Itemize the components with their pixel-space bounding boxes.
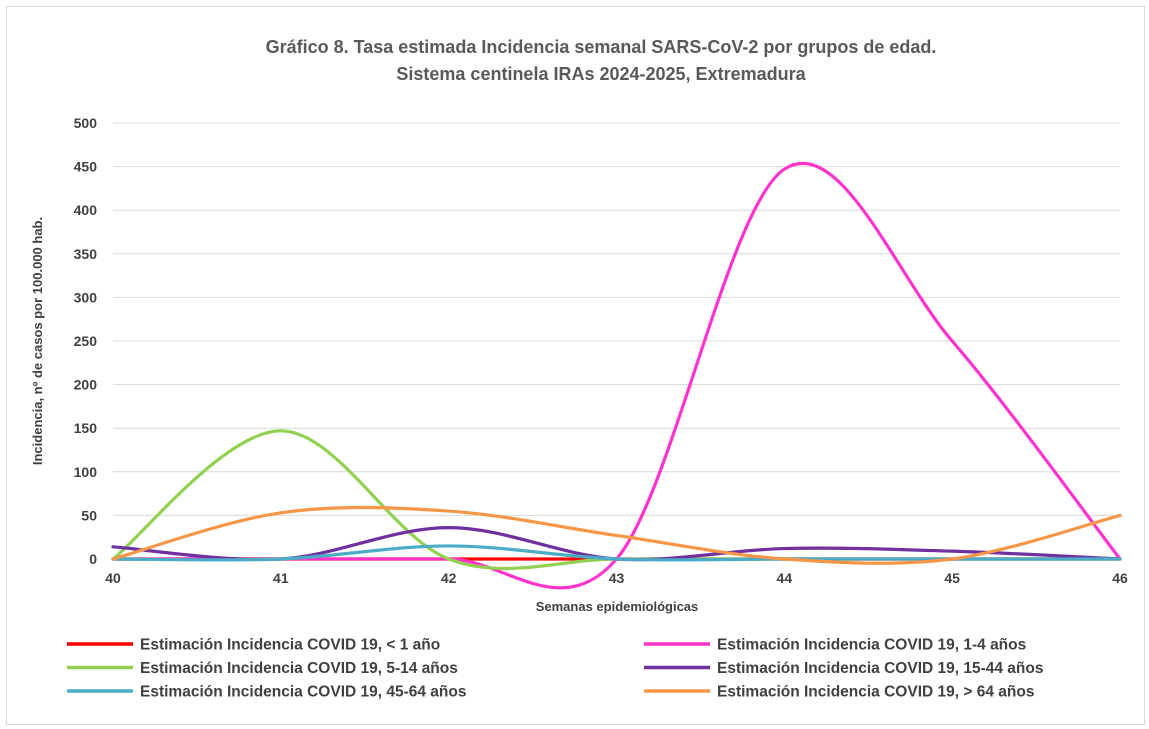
- gridlines: [113, 122, 1120, 560]
- line-chart: Gráfico 8. Tasa estimada Incidencia sema…: [30, 37, 1128, 701]
- chart-subtitle: Sistema centinela IRAs 2024-2025, Extrem…: [396, 64, 806, 84]
- x-tick-label: 41: [273, 570, 289, 586]
- y-tick-label: 500: [74, 115, 98, 131]
- y-tick-label: 200: [74, 377, 98, 393]
- x-tick-label: 46: [1112, 570, 1128, 586]
- x-tick-label: 43: [609, 570, 625, 586]
- y-tick-label: 400: [74, 202, 98, 218]
- x-tick-label: 40: [105, 570, 121, 586]
- legend: Estimación Incidencia COVID 19, < 1 año E…: [67, 637, 1043, 701]
- series-line-6: [111, 505, 1122, 565]
- y-tick-label: 100: [74, 464, 98, 480]
- x-tick-label: 42: [441, 570, 457, 586]
- legend-item-6: Estimación Incidencia COVID 19, > 64 año…: [644, 684, 1034, 701]
- legend-label: Estimación Incidencia COVID 19, 5-14 año…: [140, 660, 458, 677]
- y-tick-label: 0: [89, 551, 97, 567]
- y-tick-label: 350: [74, 246, 98, 262]
- legend-item-5: Estimación Incidencia COVID 19, 45-64 añ…: [67, 684, 466, 701]
- series-lines: [111, 161, 1122, 590]
- y-tick-label: 300: [74, 289, 98, 305]
- legend-label: Estimación Incidencia COVID 19, 1-4 años: [717, 637, 1026, 654]
- y-tick-label: 250: [74, 333, 98, 349]
- legend-item-3: Estimación Incidencia COVID 19, 5-14 año…: [67, 660, 458, 677]
- legend-label: Estimación Incidencia COVID 19, 45-64 añ…: [140, 684, 466, 701]
- x-tick-label: 44: [777, 570, 793, 586]
- legend-item-1: Estimación Incidencia COVID 19, < 1 año: [67, 637, 440, 654]
- legend-item-2: Estimación Incidencia COVID 19, 1-4 años: [644, 637, 1026, 654]
- chart-title: Gráfico 8. Tasa estimada Incidencia sema…: [266, 37, 937, 57]
- legend-item-4: Estimación Incidencia COVID 19, 15-44 añ…: [644, 660, 1043, 677]
- x-tick-labels: 40 41 42 43 44 45 46: [105, 570, 1128, 586]
- y-tick-label: 50: [81, 507, 97, 523]
- x-tick-label: 45: [944, 570, 960, 586]
- y-tick-label: 150: [74, 420, 98, 436]
- x-axis-label: Semanas epidemiológicas: [536, 599, 699, 614]
- series-line-2: [111, 161, 1122, 590]
- legend-label: Estimación Incidencia COVID 19, 15-44 añ…: [717, 660, 1043, 677]
- chart-frame: Gráfico 8. Tasa estimada Incidencia sema…: [6, 6, 1145, 725]
- legend-label: Estimación Incidencia COVID 19, < 1 año: [140, 637, 440, 654]
- y-axis-label: Incidencia, nº de casos por 100.000 hab.: [30, 217, 45, 465]
- legend-label: Estimación Incidencia COVID 19, > 64 año…: [717, 684, 1034, 701]
- y-tick-label: 450: [74, 159, 98, 175]
- y-tick-labels: 0 50 100 150 200 250 300 350 400 450 500: [74, 115, 98, 567]
- series-line-3: [111, 429, 1122, 571]
